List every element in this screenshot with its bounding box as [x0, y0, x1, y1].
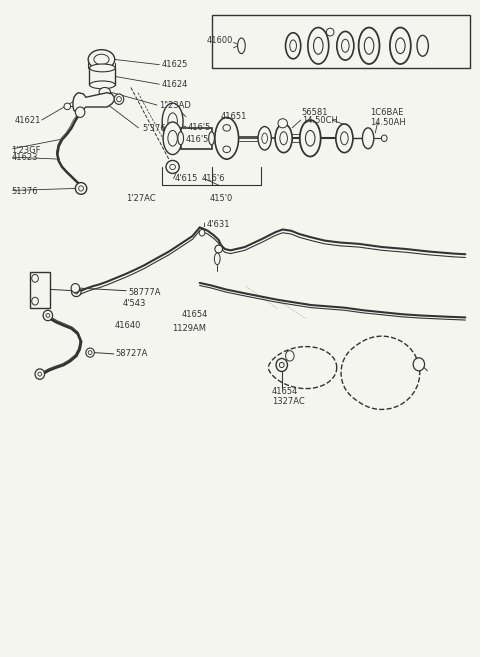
Text: 41651: 41651: [221, 112, 247, 122]
Ellipse shape: [74, 290, 78, 294]
Ellipse shape: [88, 351, 92, 355]
Text: 1C6BAE: 1C6BAE: [371, 108, 404, 117]
Ellipse shape: [166, 160, 179, 173]
Ellipse shape: [286, 351, 294, 361]
Ellipse shape: [64, 103, 71, 110]
Ellipse shape: [215, 253, 220, 265]
Text: 58777A: 58777A: [129, 288, 161, 296]
Text: 1'27AC: 1'27AC: [126, 194, 156, 203]
Ellipse shape: [336, 124, 353, 152]
Ellipse shape: [90, 81, 115, 89]
Text: 41654: 41654: [272, 387, 298, 396]
Ellipse shape: [364, 37, 374, 55]
Ellipse shape: [359, 28, 380, 64]
Ellipse shape: [73, 286, 80, 292]
Text: 1'23GF: 1'23GF: [12, 145, 41, 154]
Ellipse shape: [396, 38, 405, 54]
Text: 4'631: 4'631: [207, 220, 230, 229]
Ellipse shape: [417, 35, 428, 57]
Ellipse shape: [99, 87, 110, 97]
Text: 41600: 41600: [207, 36, 233, 45]
Ellipse shape: [280, 132, 288, 145]
Ellipse shape: [43, 310, 53, 321]
Text: 1129AM: 1129AM: [172, 324, 205, 333]
Text: 41624: 41624: [162, 79, 188, 89]
Ellipse shape: [114, 94, 124, 104]
Text: 14.50CH: 14.50CH: [301, 116, 337, 125]
Bar: [212, 14, 470, 68]
Bar: [89, 68, 115, 85]
Bar: [30, 272, 50, 307]
Ellipse shape: [79, 186, 84, 191]
Ellipse shape: [262, 133, 267, 143]
Ellipse shape: [168, 113, 178, 130]
Ellipse shape: [275, 124, 292, 152]
Ellipse shape: [178, 132, 183, 145]
Text: 416'5: 416'5: [185, 135, 209, 144]
Ellipse shape: [199, 229, 205, 236]
Ellipse shape: [290, 40, 297, 52]
Text: 4'543: 4'543: [122, 299, 146, 308]
Ellipse shape: [342, 39, 349, 53]
Ellipse shape: [305, 131, 315, 146]
Text: 41621: 41621: [14, 116, 41, 125]
Text: 1"23AD: 1"23AD: [159, 101, 191, 110]
Ellipse shape: [32, 297, 38, 305]
Ellipse shape: [72, 288, 81, 296]
Ellipse shape: [35, 369, 45, 379]
Text: 14.50AH: 14.50AH: [371, 118, 406, 127]
Ellipse shape: [313, 37, 323, 55]
Ellipse shape: [71, 284, 80, 292]
Text: 41640: 41640: [114, 321, 141, 330]
Ellipse shape: [238, 38, 245, 54]
Ellipse shape: [223, 125, 230, 131]
Ellipse shape: [215, 245, 222, 253]
Ellipse shape: [362, 128, 374, 148]
Ellipse shape: [278, 119, 288, 128]
Ellipse shape: [162, 103, 183, 139]
Bar: [180, 128, 212, 148]
Ellipse shape: [168, 131, 178, 146]
Ellipse shape: [341, 132, 348, 145]
Text: 415'0: 415'0: [209, 194, 232, 203]
Text: 41654: 41654: [182, 309, 208, 319]
Ellipse shape: [94, 55, 109, 64]
Ellipse shape: [308, 28, 329, 64]
Ellipse shape: [382, 135, 387, 141]
Text: 58727A: 58727A: [116, 350, 148, 359]
Ellipse shape: [170, 164, 176, 170]
Ellipse shape: [337, 32, 354, 60]
Ellipse shape: [276, 359, 288, 371]
Ellipse shape: [117, 97, 121, 102]
Text: 4'615: 4'615: [175, 174, 198, 183]
PathPatch shape: [73, 93, 114, 112]
Ellipse shape: [326, 28, 334, 36]
Ellipse shape: [286, 33, 301, 59]
Ellipse shape: [223, 146, 230, 152]
Text: 56581: 56581: [301, 108, 328, 117]
Ellipse shape: [300, 120, 321, 156]
Text: 1327AC: 1327AC: [272, 397, 304, 406]
Ellipse shape: [75, 107, 85, 118]
Ellipse shape: [86, 348, 95, 357]
Ellipse shape: [46, 313, 50, 317]
Ellipse shape: [279, 363, 284, 367]
Ellipse shape: [90, 64, 115, 72]
Text: 41625: 41625: [162, 60, 188, 69]
Text: 416'6: 416'6: [202, 174, 226, 183]
Ellipse shape: [215, 118, 239, 159]
Ellipse shape: [258, 127, 271, 150]
Ellipse shape: [88, 50, 115, 69]
Ellipse shape: [163, 122, 182, 154]
Ellipse shape: [38, 372, 42, 376]
Text: 5'376: 5'376: [143, 124, 167, 133]
Ellipse shape: [209, 132, 215, 145]
Ellipse shape: [75, 183, 87, 194]
Ellipse shape: [32, 275, 38, 283]
Text: 41623: 41623: [12, 153, 38, 162]
Text: 51376: 51376: [12, 187, 38, 196]
Text: 416'5: 416'5: [188, 124, 211, 132]
Ellipse shape: [413, 358, 424, 371]
Ellipse shape: [390, 28, 411, 64]
